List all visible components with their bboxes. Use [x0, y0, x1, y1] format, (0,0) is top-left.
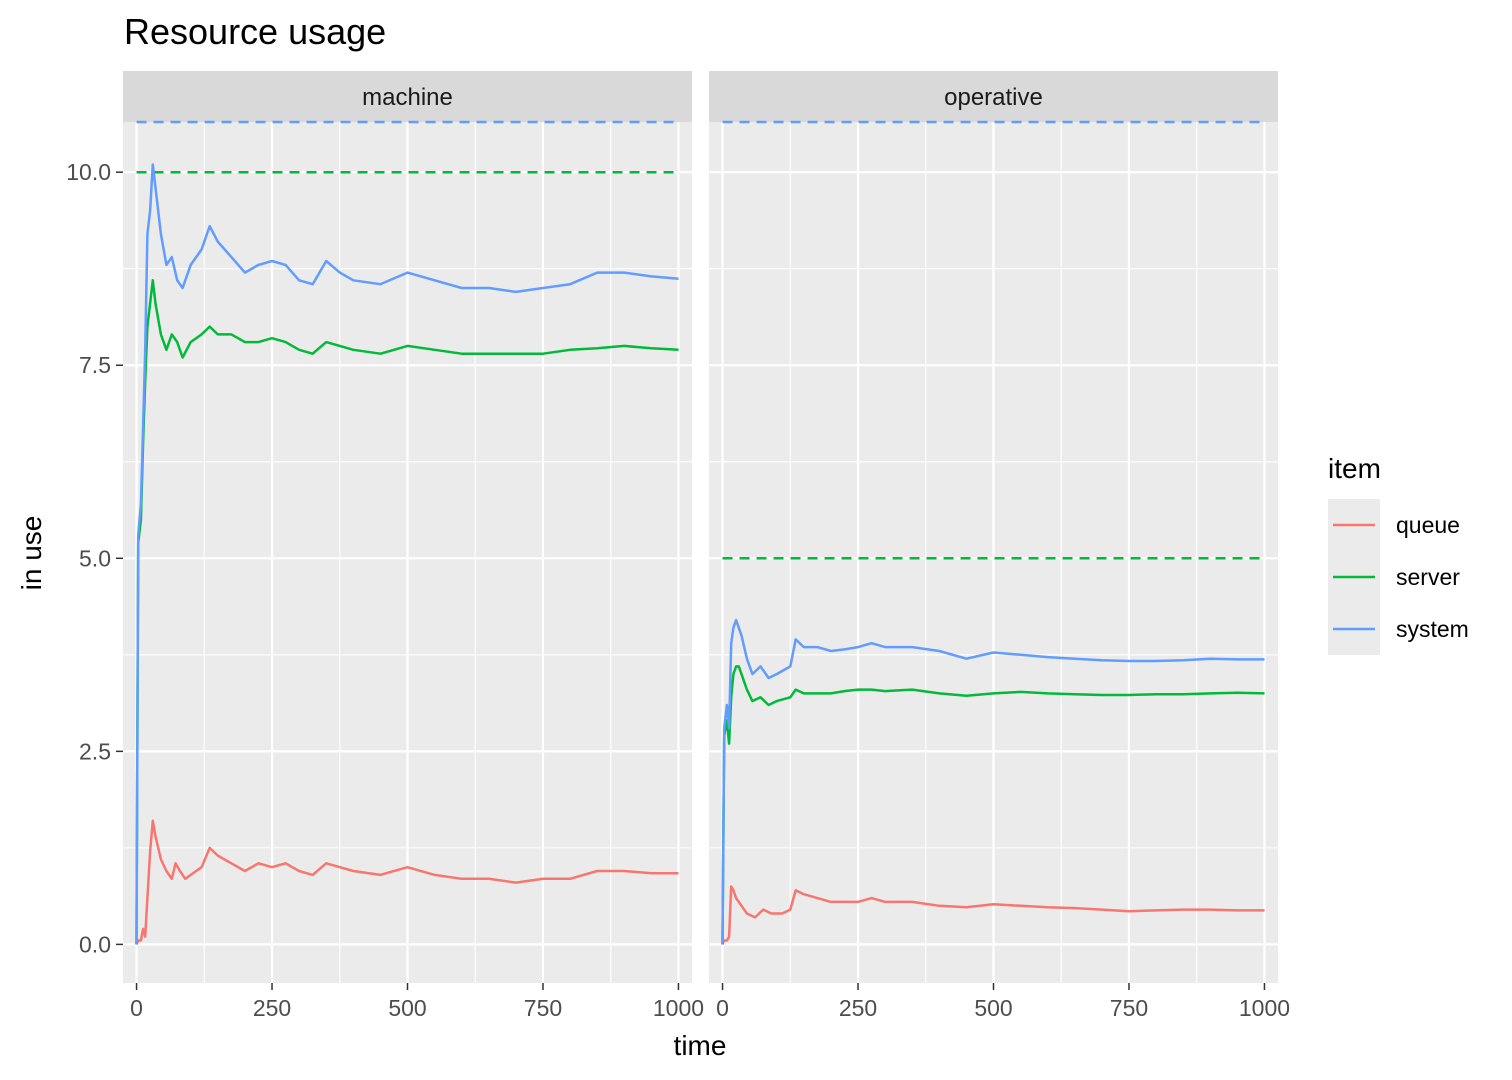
y-axis-title: in use — [16, 516, 47, 591]
panel-machine: machine 0 250 500 750 1000 0.0 2.5 5.0 7.5 10.0 — [66, 71, 704, 1021]
strip-label: machine — [362, 84, 453, 111]
x-tick-label: 750 — [524, 995, 562, 1021]
legend: item queue server system — [1328, 453, 1469, 655]
x-axis-title: time — [674, 1030, 727, 1061]
series-line-system — [721, 618, 1265, 945]
series-line-server — [721, 665, 1265, 945]
x-tick-label: 500 — [388, 995, 426, 1021]
x-tick-label: 750 — [1110, 995, 1148, 1021]
y-tick-label: 2.5 — [79, 738, 111, 764]
strip-label: operative — [944, 84, 1043, 111]
strip-background — [123, 71, 692, 122]
x-tick-label: 1000 — [1239, 995, 1290, 1021]
strip-background — [709, 71, 1278, 122]
panel-operative: operative 0 250 500 750 1000 — [709, 71, 1290, 1021]
legend-label-server: server — [1396, 564, 1460, 590]
x-tick-label: 1000 — [653, 995, 704, 1021]
x-tick-label: 250 — [253, 995, 291, 1021]
y-tick-label: 10.0 — [66, 159, 111, 185]
y-tick-label: 0.0 — [79, 931, 111, 957]
legend-title: item — [1328, 453, 1381, 484]
facet-panels: machine 0 250 500 750 1000 0.0 2.5 5.0 7.5 10.0 ope… — [66, 71, 1290, 1021]
series-line-queue — [721, 885, 1265, 945]
x-tick-label: 500 — [974, 995, 1012, 1021]
chart-title: Resource usage — [124, 11, 386, 52]
series-line-system — [135, 163, 679, 945]
y-tick-label: 5.0 — [79, 545, 111, 571]
x-tick-label: 0 — [130, 995, 143, 1021]
x-tick-label: 250 — [839, 995, 877, 1021]
series-line-server — [135, 279, 679, 945]
legend-label-queue: queue — [1396, 512, 1460, 538]
x-tick-label: 0 — [716, 995, 729, 1021]
y-tick-label: 7.5 — [79, 352, 111, 378]
series-line-queue — [135, 819, 679, 945]
legend-label-system: system — [1396, 616, 1469, 642]
